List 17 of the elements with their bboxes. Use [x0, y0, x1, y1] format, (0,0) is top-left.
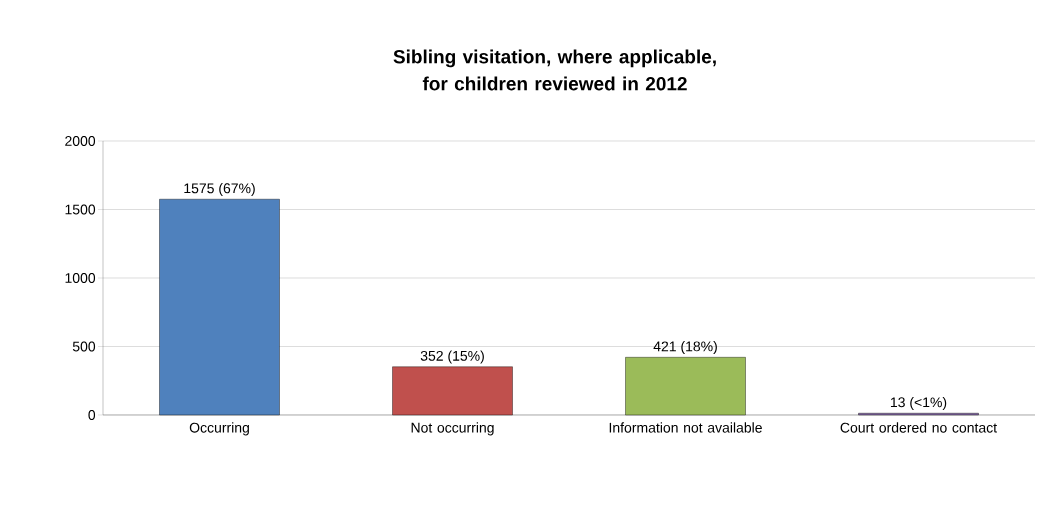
x-tick-label: Occurring: [189, 422, 249, 436]
bar: [159, 199, 280, 416]
y-tick-label: 1500: [65, 204, 96, 215]
x-tick-label: Information not available: [609, 422, 762, 433]
x-tick-label: Not occurring: [411, 422, 494, 436]
data-label: 13 (<1%): [890, 396, 947, 411]
data-label: 352 (15%): [420, 350, 484, 364]
x-tick-label: Court ordered no contact: [840, 422, 997, 433]
chart-title: Sibling visitation, where applicable, for children reviewed in 2012: [393, 49, 716, 91]
y-tick-label: 2000: [65, 136, 96, 146]
y-tick-label: 1000: [65, 273, 96, 283]
y-tick-label: 0: [88, 410, 96, 420]
data-label: 1575 (67%): [184, 182, 255, 197]
y-tick-label: 500: [72, 341, 96, 352]
bar: [392, 366, 513, 416]
bar: [625, 357, 746, 416]
data-label: 421 (18%): [653, 341, 717, 355]
